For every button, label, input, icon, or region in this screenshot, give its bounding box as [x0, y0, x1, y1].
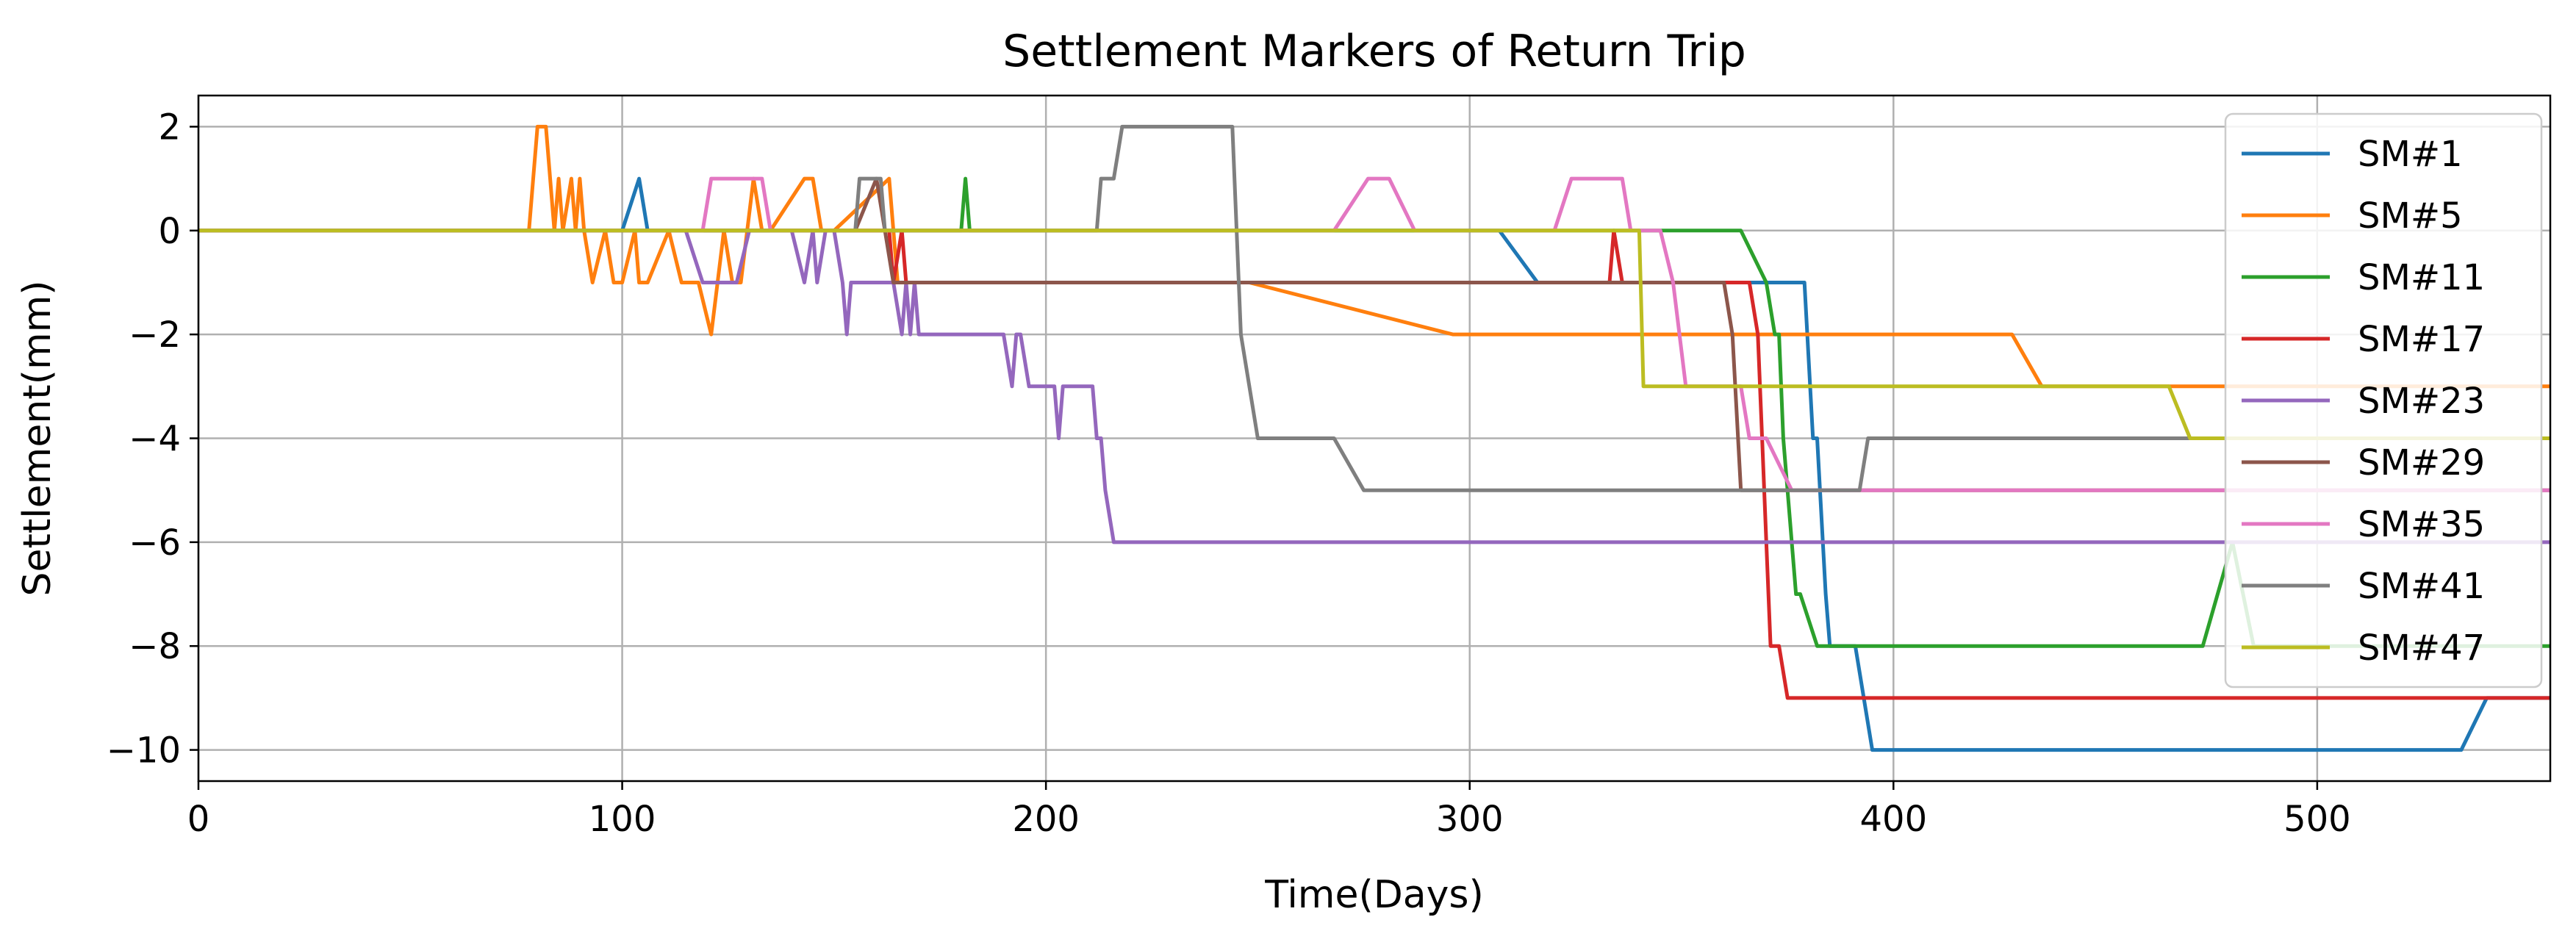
legend-label: SM#17	[2358, 319, 2485, 360]
series-line-sm41	[198, 124, 2550, 492]
series-line-sm29	[198, 176, 2550, 492]
x-tick-label: 0	[187, 799, 210, 840]
legend: SM#1 SM#5 SM#11 SM#17 SM#23 SM#29 SM#35 SM#41 SM…	[2224, 112, 2543, 688]
series-line-sm47	[198, 229, 2550, 440]
x-tick-label: 200	[1012, 799, 1080, 840]
series-layer	[198, 124, 2550, 752]
x-axis-label: Time(Days)	[1264, 873, 1484, 917]
legend-label: SM#41	[2358, 566, 2485, 607]
chart-title: Settlement Markers of Return Trip	[1002, 26, 1746, 77]
x-tick-label: 400	[1859, 799, 1927, 840]
y-tick-label: −2	[129, 314, 181, 356]
y-tick-label: −8	[129, 626, 181, 667]
x-tick-label: 500	[2283, 799, 2351, 840]
y-tick-label: −10	[107, 730, 181, 772]
y-tick-label: 0	[158, 211, 181, 252]
legend-label: SM#23	[2358, 381, 2485, 422]
legend-label: SM#11	[2358, 257, 2485, 298]
axis-ticks: 0 100 200 300 400 500 −10 −8 −6 −4 −2 0 2	[107, 107, 2351, 840]
legend-label: SM#35	[2358, 504, 2485, 545]
legend-box	[2224, 112, 2543, 688]
legend-label: SM#47	[2358, 628, 2485, 669]
x-tick-label: 100	[589, 799, 656, 840]
y-tick-label: −6	[129, 522, 181, 564]
legend-label: SM#1	[2358, 134, 2463, 175]
legend-label: SM#5	[2358, 195, 2463, 237]
series-line-sm11	[198, 176, 2550, 648]
x-tick-label: 300	[1436, 799, 1504, 840]
y-tick-label: 2	[158, 107, 181, 148]
legend-label: SM#29	[2358, 442, 2485, 483]
y-axis-label: Settlement(mm)	[15, 280, 60, 596]
y-tick-label: −4	[129, 419, 181, 460]
